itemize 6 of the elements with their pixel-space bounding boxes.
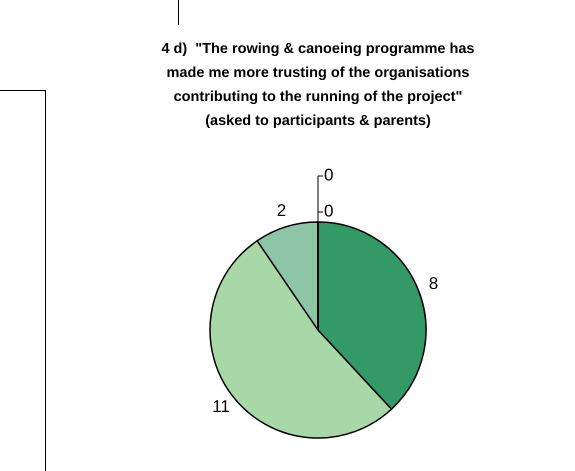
chart-title: 4 d) "The rowing & canoeing programme has made me more trusting of the organisations contributing to the running of the project" (asked to participants & parents) [161,41,475,129]
text: 0 [324,201,334,220]
text: 0 [324,165,334,184]
data-label: 8 [428,274,438,294]
data-label: 11 [212,396,230,416]
data-label: 2 [276,200,286,220]
